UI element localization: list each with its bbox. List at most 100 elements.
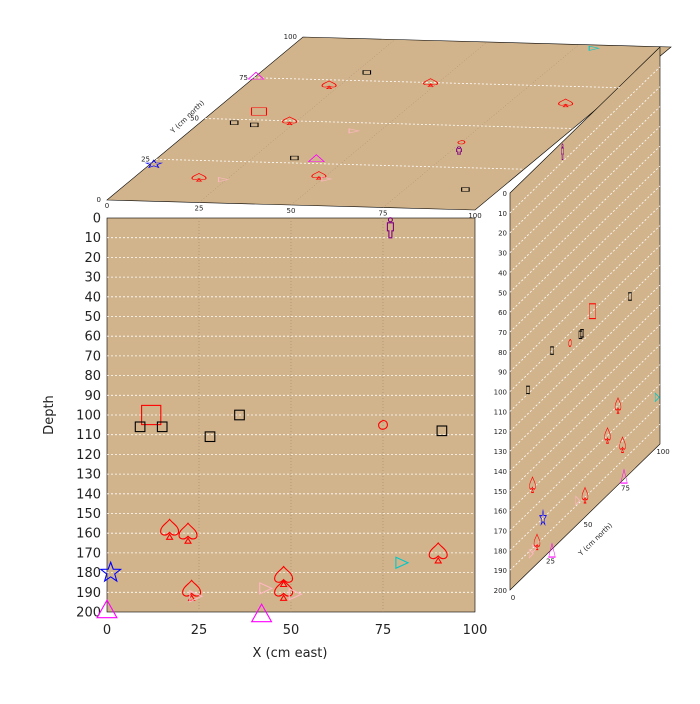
y-tick-label: 50 bbox=[84, 310, 101, 325]
side-depth-tick-label: 150 bbox=[494, 488, 507, 496]
grid-line-side-depth bbox=[509, 165, 661, 313]
top-x-tick-label: 50 bbox=[287, 207, 296, 215]
point-marker-top bbox=[457, 140, 466, 145]
point-marker-side bbox=[614, 396, 622, 414]
point-marker-top bbox=[144, 159, 164, 169]
x-tick-label: 100 bbox=[463, 623, 488, 638]
point-marker-front bbox=[378, 419, 388, 430]
point-marker-side bbox=[539, 508, 547, 526]
grid-line-top-x bbox=[198, 39, 396, 203]
side-depth-tick-label: 50 bbox=[498, 289, 507, 297]
grid-line-side-depth bbox=[509, 245, 661, 392]
grid-line-side-depth bbox=[509, 126, 661, 273]
side-depth-tick-label: 0 bbox=[503, 190, 507, 198]
y-tick-label: 40 bbox=[84, 290, 101, 305]
side-depth-tick-label: 70 bbox=[498, 329, 507, 337]
point-marker-side bbox=[620, 468, 628, 484]
side-z-tick-label: 25 bbox=[546, 558, 555, 566]
point-marker-side bbox=[531, 543, 537, 554]
point-marker-front bbox=[141, 404, 162, 426]
grid-line-side-depth bbox=[509, 106, 661, 253]
point-marker-side bbox=[550, 346, 554, 355]
point-marker-front bbox=[234, 409, 245, 421]
point-marker-top bbox=[461, 187, 470, 192]
y-tick-label: 170 bbox=[76, 546, 101, 561]
y-tick-label: 10 bbox=[84, 231, 101, 246]
point-marker-top bbox=[191, 172, 207, 182]
side-depth-tick-label: 160 bbox=[494, 508, 507, 516]
x-tick-label: 25 bbox=[191, 623, 208, 638]
point-marker-front bbox=[160, 518, 180, 540]
side-depth-tick-label: 90 bbox=[498, 369, 507, 377]
point-marker-front bbox=[134, 421, 146, 433]
point-marker-front bbox=[178, 522, 198, 544]
point-marker-top bbox=[217, 177, 230, 183]
point-marker-top bbox=[311, 171, 327, 180]
top-x-tick-label: 0 bbox=[105, 202, 109, 210]
y-tick-label: 30 bbox=[84, 271, 101, 286]
point-marker-side bbox=[548, 542, 556, 558]
grid-line-side-depth bbox=[509, 304, 661, 452]
point-marker-side bbox=[533, 533, 541, 551]
point-marker-side bbox=[604, 426, 611, 444]
grid-line-side-depth bbox=[509, 185, 661, 333]
point-marker-side bbox=[575, 495, 581, 506]
grid-line-top-z bbox=[253, 77, 623, 89]
side-depth-tick-label: 130 bbox=[494, 448, 507, 456]
side-z-tick-label: 50 bbox=[584, 521, 593, 529]
side-depth-tick-label: 170 bbox=[494, 527, 507, 535]
y-tick-label: 80 bbox=[84, 369, 101, 384]
top-x-tick-label: 100 bbox=[468, 212, 481, 220]
x-tick-label: 75 bbox=[375, 623, 392, 638]
grid-line-top-z bbox=[204, 118, 574, 129]
side-depth-tick-label: 60 bbox=[498, 309, 507, 317]
y-tick-label: 140 bbox=[76, 487, 101, 502]
point-marker-top bbox=[321, 176, 333, 182]
y-tick-label: 110 bbox=[76, 428, 101, 443]
point-marker-top bbox=[362, 70, 372, 75]
top-x-tick-label: 75 bbox=[379, 210, 388, 218]
point-marker-top bbox=[307, 154, 326, 162]
side-depth-tick-label: 10 bbox=[498, 210, 507, 218]
point-marker-side bbox=[654, 392, 660, 403]
point-marker-front bbox=[395, 556, 410, 570]
y-tick-label: 160 bbox=[76, 527, 101, 542]
top-z-tick-label: 75 bbox=[239, 74, 248, 82]
gridlines bbox=[107, 39, 661, 612]
y-axis-label: Depth bbox=[42, 395, 57, 435]
y-tick-label: 20 bbox=[84, 251, 101, 266]
point-marker-front bbox=[189, 589, 204, 603]
y-tick-label: 200 bbox=[76, 606, 101, 621]
grid-line-side-depth bbox=[509, 145, 661, 293]
point-marker-front bbox=[259, 582, 274, 595]
point-marker-side bbox=[568, 339, 572, 347]
grid-line-side-depth bbox=[509, 265, 661, 412]
point-marker-front bbox=[99, 560, 123, 583]
y-tick-label: 100 bbox=[76, 409, 101, 424]
point-marker-top bbox=[456, 146, 462, 155]
grid-line-side-depth bbox=[509, 364, 661, 511]
point-marker-top bbox=[250, 122, 259, 128]
point-marker-side bbox=[628, 292, 632, 301]
grid-line-side-depth bbox=[509, 205, 661, 353]
point-marker-top bbox=[247, 71, 265, 80]
grid-line-side-depth bbox=[509, 324, 661, 472]
side-depth-tick-label: 20 bbox=[498, 230, 507, 238]
point-marker-top bbox=[250, 107, 268, 116]
side-depth-tick-label: 200 bbox=[494, 587, 507, 595]
top-x-tick-label: 25 bbox=[195, 205, 204, 213]
side-depth-tick-label: 40 bbox=[498, 269, 507, 277]
point-marker-front bbox=[204, 431, 216, 443]
y-tick-label: 120 bbox=[76, 448, 101, 463]
y-tick-label: 190 bbox=[76, 586, 101, 601]
point-marker-side bbox=[578, 330, 583, 340]
side-z-tick-label: 75 bbox=[621, 485, 630, 493]
point-marker-front bbox=[436, 425, 448, 437]
y-tick-label: 60 bbox=[84, 330, 101, 345]
grid-line-side-depth bbox=[509, 344, 661, 492]
point-marker-top bbox=[229, 120, 239, 125]
side-depth-tick-label: 80 bbox=[498, 349, 507, 357]
data-points bbox=[96, 45, 660, 623]
grid-line-side-depth bbox=[509, 404, 661, 551]
